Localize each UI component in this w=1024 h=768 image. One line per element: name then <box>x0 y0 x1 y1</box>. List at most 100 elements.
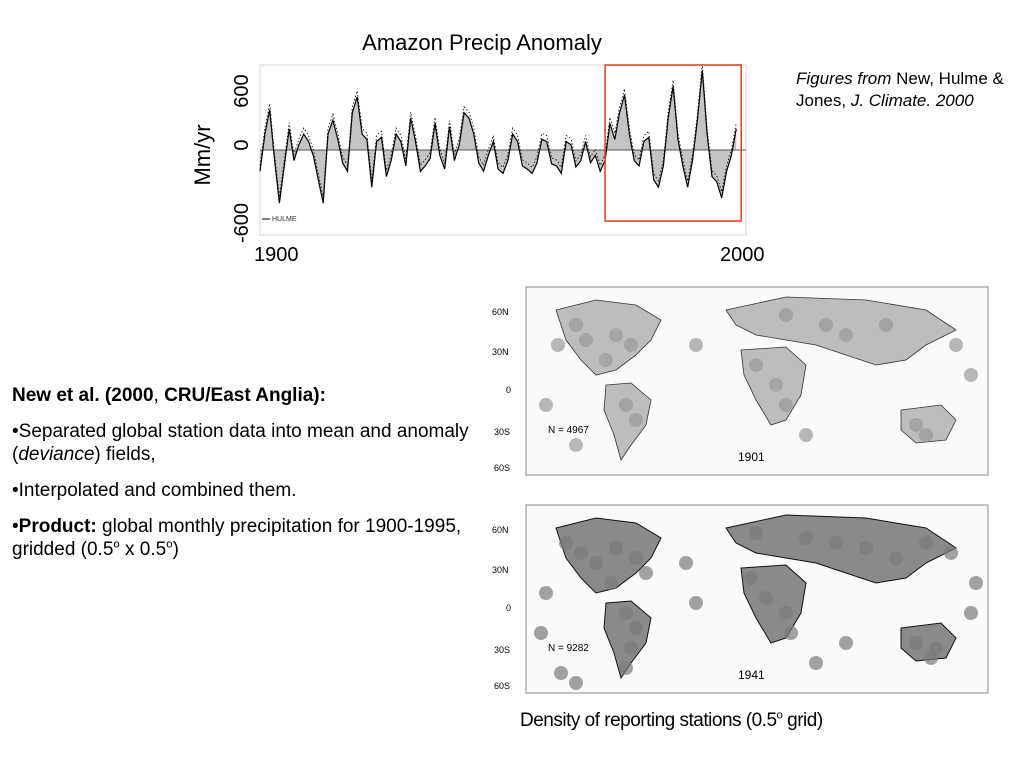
station-density-dot <box>539 398 553 412</box>
citation-authors: New, Hulme & Jones, <box>796 69 1004 110</box>
y-tick-label: 0 <box>231 139 253 150</box>
station-density-dot <box>604 576 618 590</box>
station-count: N = 9282 <box>548 643 589 654</box>
station-density-dot <box>749 358 763 372</box>
lat-label: 30N <box>492 565 509 575</box>
station-density-dot <box>639 566 653 580</box>
superscript: o <box>166 538 173 551</box>
station-density-dot <box>784 626 798 640</box>
map-year: 1901 <box>738 450 765 464</box>
station-density-dot <box>969 576 983 590</box>
plot-layer <box>259 64 746 222</box>
station-density-dot <box>829 536 843 550</box>
station-density-dot <box>534 626 548 640</box>
station-density-dot <box>569 318 583 332</box>
citation-lead: Figures from <box>796 69 892 88</box>
lat-label: 30S <box>494 645 510 655</box>
bullet-text: global monthly precipitation for 1900-19… <box>12 516 462 560</box>
station-density-dot <box>679 556 693 570</box>
bullet-text: •Interpolated and combined them. <box>12 480 297 501</box>
map-year: 1941 <box>738 668 765 682</box>
map-1901: 60N 30N 0 30S 60S N = 4967 1901 <box>492 286 989 476</box>
citation: Figures from New, Hulme & Jones, J. Clim… <box>796 68 1006 112</box>
lat-label: 60S <box>494 681 510 691</box>
caption-text: grid) <box>782 710 823 731</box>
south-america <box>603 382 652 461</box>
map-1941: 60N 30N 0 30S 60S N = 9282 1941 <box>492 504 989 694</box>
station-density-dot <box>689 338 703 352</box>
bullet-text: •Separated global station data into mean… <box>12 421 469 465</box>
bullet-separated: •Separated global station data into mean… <box>12 420 492 466</box>
notes-text: New et al. (2000, CRU/East Anglia): •Sep… <box>12 384 492 574</box>
station-density-dot <box>779 308 793 322</box>
europe-asia <box>725 514 957 584</box>
station-density-dot <box>779 398 793 412</box>
lat-label: 60N <box>492 525 509 535</box>
highlight-box <box>604 64 742 222</box>
station-density-dot <box>569 438 583 452</box>
station-density-dot <box>909 418 923 432</box>
station-density-dot <box>689 596 703 610</box>
station-density-dot <box>964 606 978 620</box>
station-density-dot <box>799 531 813 545</box>
station-density-dot <box>879 318 893 332</box>
heading-part: , <box>153 385 165 406</box>
station-density-dot <box>554 666 568 680</box>
station-density-dot <box>759 591 773 605</box>
station-density-dot <box>569 676 583 690</box>
station-density-dot <box>619 606 633 620</box>
station-density-dot <box>619 398 633 412</box>
station-density-dot <box>769 378 783 392</box>
station-density-dot <box>839 328 853 342</box>
station-density-dot <box>909 636 923 650</box>
y-tick-label: -600 <box>231 203 253 243</box>
station-density-dot <box>619 661 633 675</box>
notes-heading: New et al. (2000, CRU/East Anglia): <box>12 384 492 407</box>
station-density-dot <box>744 571 758 585</box>
station-density-dot <box>749 526 763 540</box>
y-tick-label: 600 <box>231 74 253 107</box>
station-density-dot <box>949 338 963 352</box>
station-density-dot <box>629 413 643 427</box>
anomaly-area <box>260 70 737 204</box>
station-density-dot <box>819 318 833 332</box>
x-tick-label: 2000 <box>720 244 765 266</box>
heading-part: CRU/East Anglia): <box>164 385 326 406</box>
station-density-dot <box>629 621 643 635</box>
citation-journal: J. Climate. 2000 <box>850 91 974 110</box>
bullet-bold: Product: <box>18 516 97 537</box>
south-america <box>603 600 652 680</box>
chart-title: Amazon Precip Anomaly <box>362 30 602 55</box>
station-density-dot <box>599 353 613 367</box>
bullet-text: x 0.5 <box>119 539 167 560</box>
superscript: o <box>776 709 783 722</box>
station-density-dot <box>551 338 565 352</box>
australia <box>900 622 957 662</box>
station-density-dot <box>559 536 573 550</box>
station-density-dot <box>624 338 638 352</box>
x-tick-label: 1900 <box>254 244 299 266</box>
station-density-dot <box>919 536 933 550</box>
station-density-dot <box>919 428 933 442</box>
lat-label: 30S <box>494 427 510 437</box>
maps-caption: Density of reporting stations (0.5o grid… <box>520 710 823 732</box>
superscript: o <box>113 538 120 551</box>
station-density-dot <box>539 586 553 600</box>
station-density-dot <box>579 333 593 347</box>
station-density-dot <box>779 606 793 620</box>
station-density-dot <box>609 328 623 342</box>
station-density-dot <box>944 546 958 560</box>
north-america <box>555 299 662 376</box>
station-count: N = 4967 <box>548 425 589 436</box>
lat-label: 0 <box>506 385 511 395</box>
heading-part: New et al. (2000 <box>12 385 154 406</box>
y-axis-label: Mm/yr <box>190 124 215 185</box>
australia <box>900 404 957 444</box>
station-density-dot <box>624 641 638 655</box>
station-density-dot <box>809 656 823 670</box>
bullet-product: •Product: global monthly precipitation f… <box>12 515 492 561</box>
bullet-text: ) fields, <box>94 444 156 465</box>
lat-label: 0 <box>506 603 511 613</box>
station-density-dot <box>629 551 643 565</box>
caption-text: Density of reporting stations (0.5 <box>520 710 777 731</box>
